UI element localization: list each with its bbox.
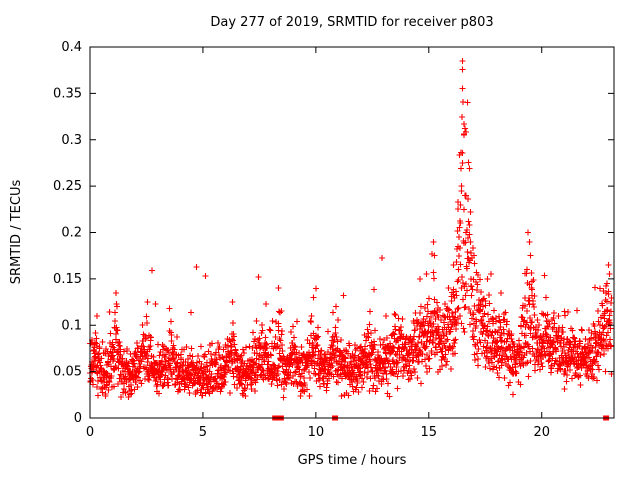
plot-area: 0 5 10 15 20 0 0.05 0.1 0.15 0.2 0.25 0.3 0.35 0.4 (53, 40, 615, 440)
y-tick-label: 0.25 (53, 179, 82, 194)
y-tick-label: 0 (74, 411, 82, 426)
y-tick-label: 0.15 (53, 272, 82, 287)
y-tick-label: 0.35 (53, 86, 82, 101)
x-tick-label: 20 (533, 425, 550, 440)
y-tick-label: 0.2 (61, 226, 82, 241)
x-axis-label: GPS time / hours (298, 453, 407, 468)
y-tick-label: 0.05 (53, 365, 82, 380)
x-tick-label: 15 (421, 425, 438, 440)
x-tick-label: 5 (199, 425, 207, 440)
y-tick-label: 0.3 (61, 133, 82, 148)
x-tick-label: 10 (308, 425, 325, 440)
x-tick-label: 0 (86, 425, 94, 440)
y-tick-label: 0.1 (61, 318, 82, 333)
y-axis-label: SRMTID / TECUs (9, 180, 24, 285)
y-tick-label: 0.4 (61, 40, 82, 55)
plot-border (89, 46, 615, 419)
scatter-points (87, 58, 615, 401)
chart-title: Day 277 of 2019, SRMTID for receiver p80… (210, 15, 493, 30)
